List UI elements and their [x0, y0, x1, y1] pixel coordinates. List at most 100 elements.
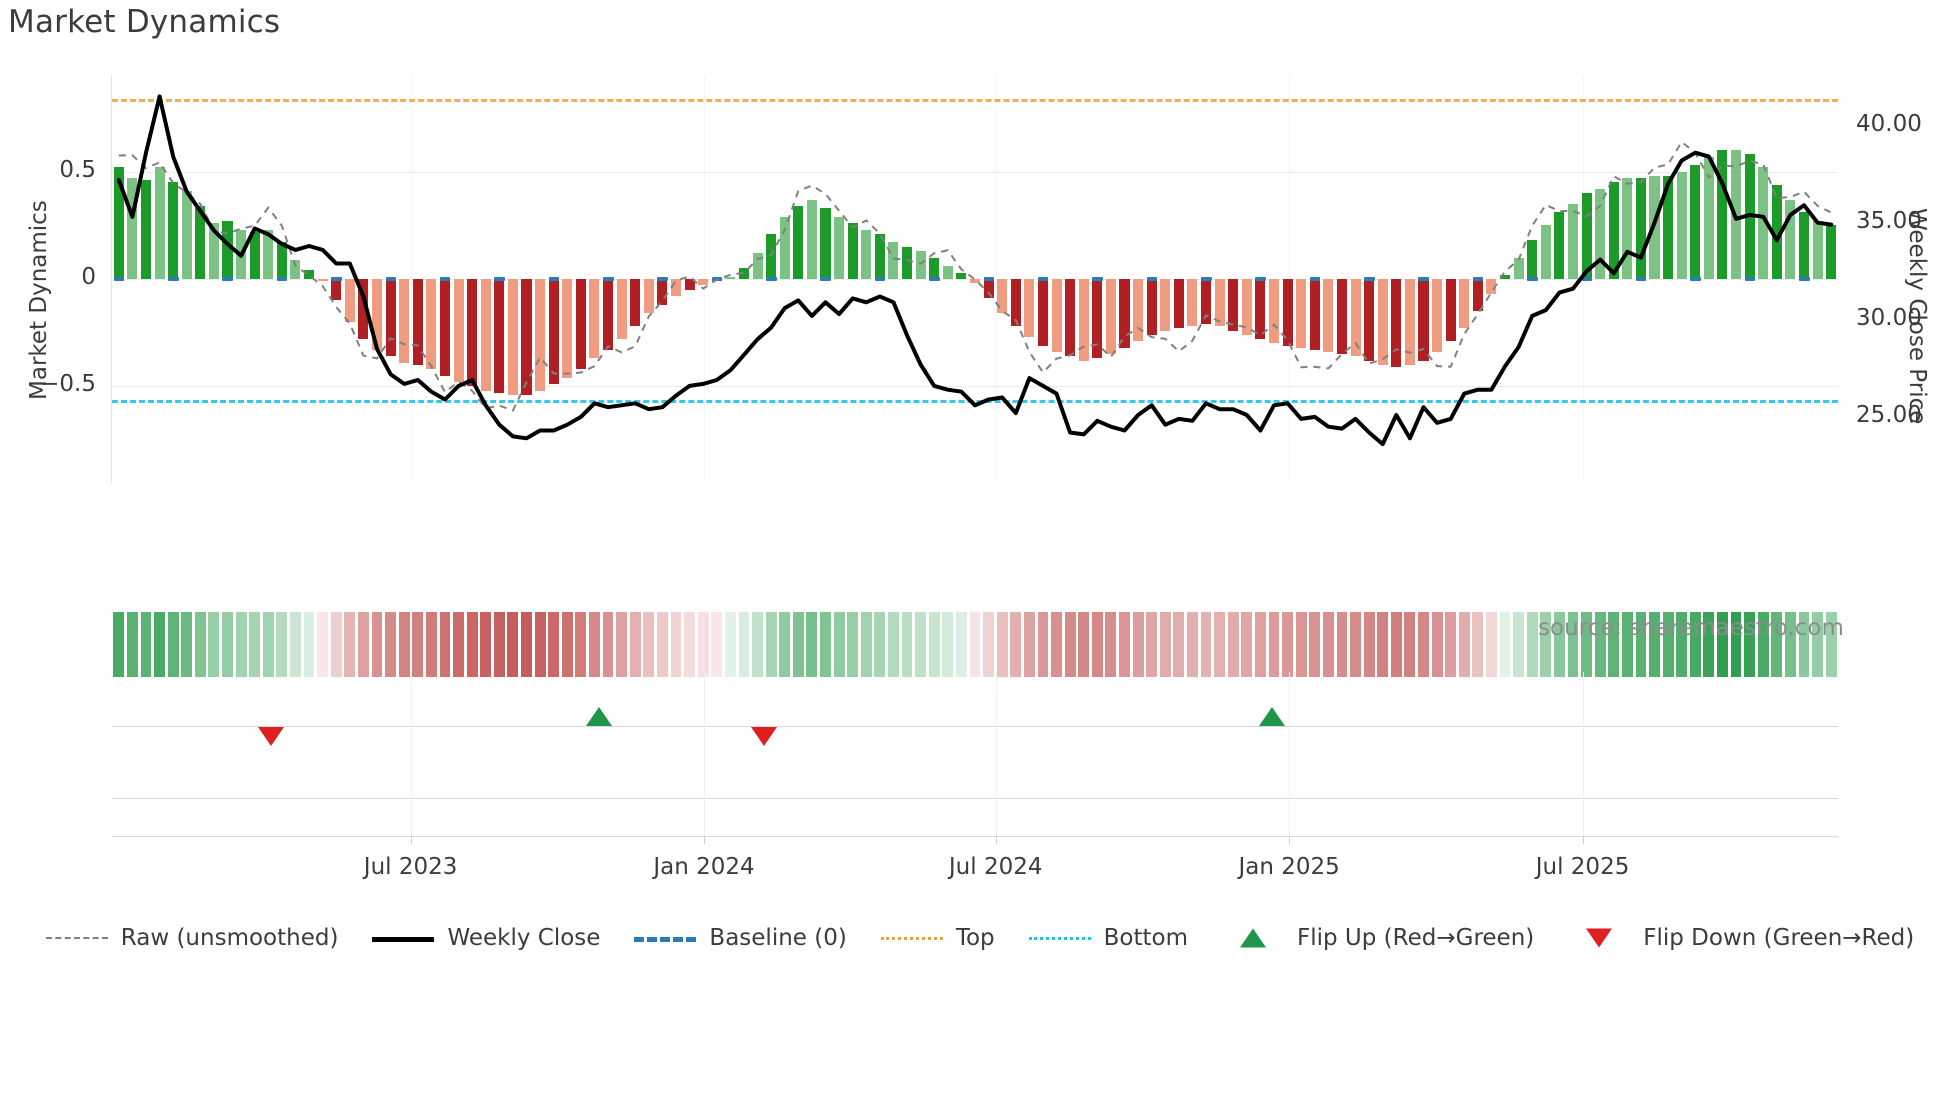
heat-cell — [1662, 612, 1674, 677]
bar — [1010, 279, 1021, 327]
bar — [738, 268, 749, 279]
bar — [304, 270, 315, 279]
bar — [276, 242, 287, 279]
flip-up-marker[interactable] — [1258, 707, 1285, 726]
bar — [1445, 279, 1456, 342]
heat-cell — [1513, 612, 1525, 677]
legend-item[interactable]: Baseline (0) — [634, 925, 847, 951]
baseline-dash — [929, 277, 940, 281]
heat-cell — [1309, 612, 1321, 677]
legend-item[interactable]: Raw (unsmoothed) — [45, 925, 338, 951]
baseline-dash — [1364, 277, 1375, 281]
legend-label: Flip Up (Red→Green) — [1297, 925, 1535, 951]
heat-cell — [453, 612, 464, 677]
heat-cell — [955, 612, 967, 677]
bar — [1119, 279, 1130, 348]
bar — [331, 279, 342, 301]
heat-cell — [1173, 612, 1185, 677]
bar — [1608, 182, 1619, 279]
bar — [820, 208, 831, 279]
y-tick-left: −0.5 — [40, 371, 96, 398]
bar — [1703, 156, 1714, 279]
bar — [1187, 279, 1198, 327]
heat-cell — [575, 612, 587, 677]
legend-item[interactable]: Flip Down (Green→Red) — [1568, 925, 1914, 951]
heat-cell — [1078, 612, 1090, 677]
x-tick-label: Jul 2023 — [363, 854, 458, 880]
bar — [562, 279, 573, 378]
heat-cell — [1119, 612, 1130, 677]
heat-cell — [1159, 612, 1171, 677]
bar — [1404, 279, 1415, 365]
bar — [1051, 279, 1062, 352]
bar — [507, 279, 518, 395]
heat-cell — [1295, 612, 1307, 677]
price-and-raw-lines — [116, 94, 1834, 447]
bar — [1268, 279, 1279, 344]
heat-cell — [1553, 612, 1565, 677]
heat-cell — [656, 612, 668, 677]
bar — [1078, 279, 1089, 361]
legend-item[interactable]: Weekly Close — [372, 925, 600, 951]
heat-cell — [874, 612, 886, 677]
bar — [1826, 225, 1837, 279]
legend-item[interactable]: Top — [880, 925, 995, 951]
heat-cell — [1132, 612, 1144, 677]
bar — [793, 205, 804, 279]
bar — [902, 246, 913, 279]
heat-cell — [344, 612, 356, 677]
baseline-dash — [276, 277, 288, 281]
x-tick-mark — [1582, 836, 1584, 844]
bar — [1255, 279, 1266, 340]
main-chart-plot — [111, 75, 1838, 483]
dashed-thin-gray-line-icon — [45, 928, 108, 948]
heat-cell — [1445, 612, 1457, 677]
heat-cell — [1458, 612, 1470, 677]
heat-cell — [1105, 612, 1117, 677]
legend-label: Baseline (0) — [709, 925, 847, 951]
baseline-dash — [874, 277, 886, 281]
bar — [1336, 279, 1347, 355]
bar — [1282, 279, 1293, 346]
x-tick-label: Jul 2024 — [948, 854, 1043, 880]
bar — [643, 279, 654, 314]
green-up-triangle-icon — [1222, 928, 1284, 948]
bar — [834, 216, 845, 279]
heat-cell — [847, 612, 859, 677]
heat-cell — [724, 612, 736, 677]
heat-cell — [1363, 612, 1375, 677]
baseline-dash — [168, 277, 179, 281]
heat-cell — [330, 612, 342, 677]
flip-down-marker[interactable] — [257, 727, 284, 746]
heat-cell — [1499, 612, 1511, 677]
bar — [208, 223, 219, 279]
legend-item[interactable]: Flip Up (Red→Green) — [1222, 925, 1534, 951]
baseline-dash — [983, 277, 995, 281]
heat-cell — [1404, 612, 1416, 677]
bar — [1554, 212, 1565, 279]
bar — [616, 279, 627, 340]
bar — [1785, 199, 1796, 279]
heat-cell — [752, 612, 763, 677]
y-axis-spine — [111, 75, 112, 483]
legend-item[interactable]: Bottom — [1028, 925, 1188, 951]
bar — [1595, 188, 1606, 279]
heat-cell — [1187, 612, 1198, 677]
bar — [1540, 225, 1551, 279]
heat-cell — [398, 612, 410, 677]
heat-cell — [113, 612, 125, 677]
heat-cell — [181, 612, 193, 677]
bar — [1173, 279, 1184, 329]
bar — [1581, 193, 1592, 279]
baseline-dash — [439, 277, 451, 281]
flip-down-marker[interactable] — [751, 727, 778, 746]
flip-up-marker[interactable] — [585, 707, 612, 726]
heat-cell — [493, 612, 505, 677]
bar — [140, 180, 151, 279]
heat-cell — [1757, 612, 1769, 677]
bar — [521, 279, 532, 395]
bar — [1459, 279, 1470, 329]
heat-cell — [779, 612, 791, 677]
heat-cell — [235, 612, 247, 677]
bar — [1812, 221, 1823, 279]
